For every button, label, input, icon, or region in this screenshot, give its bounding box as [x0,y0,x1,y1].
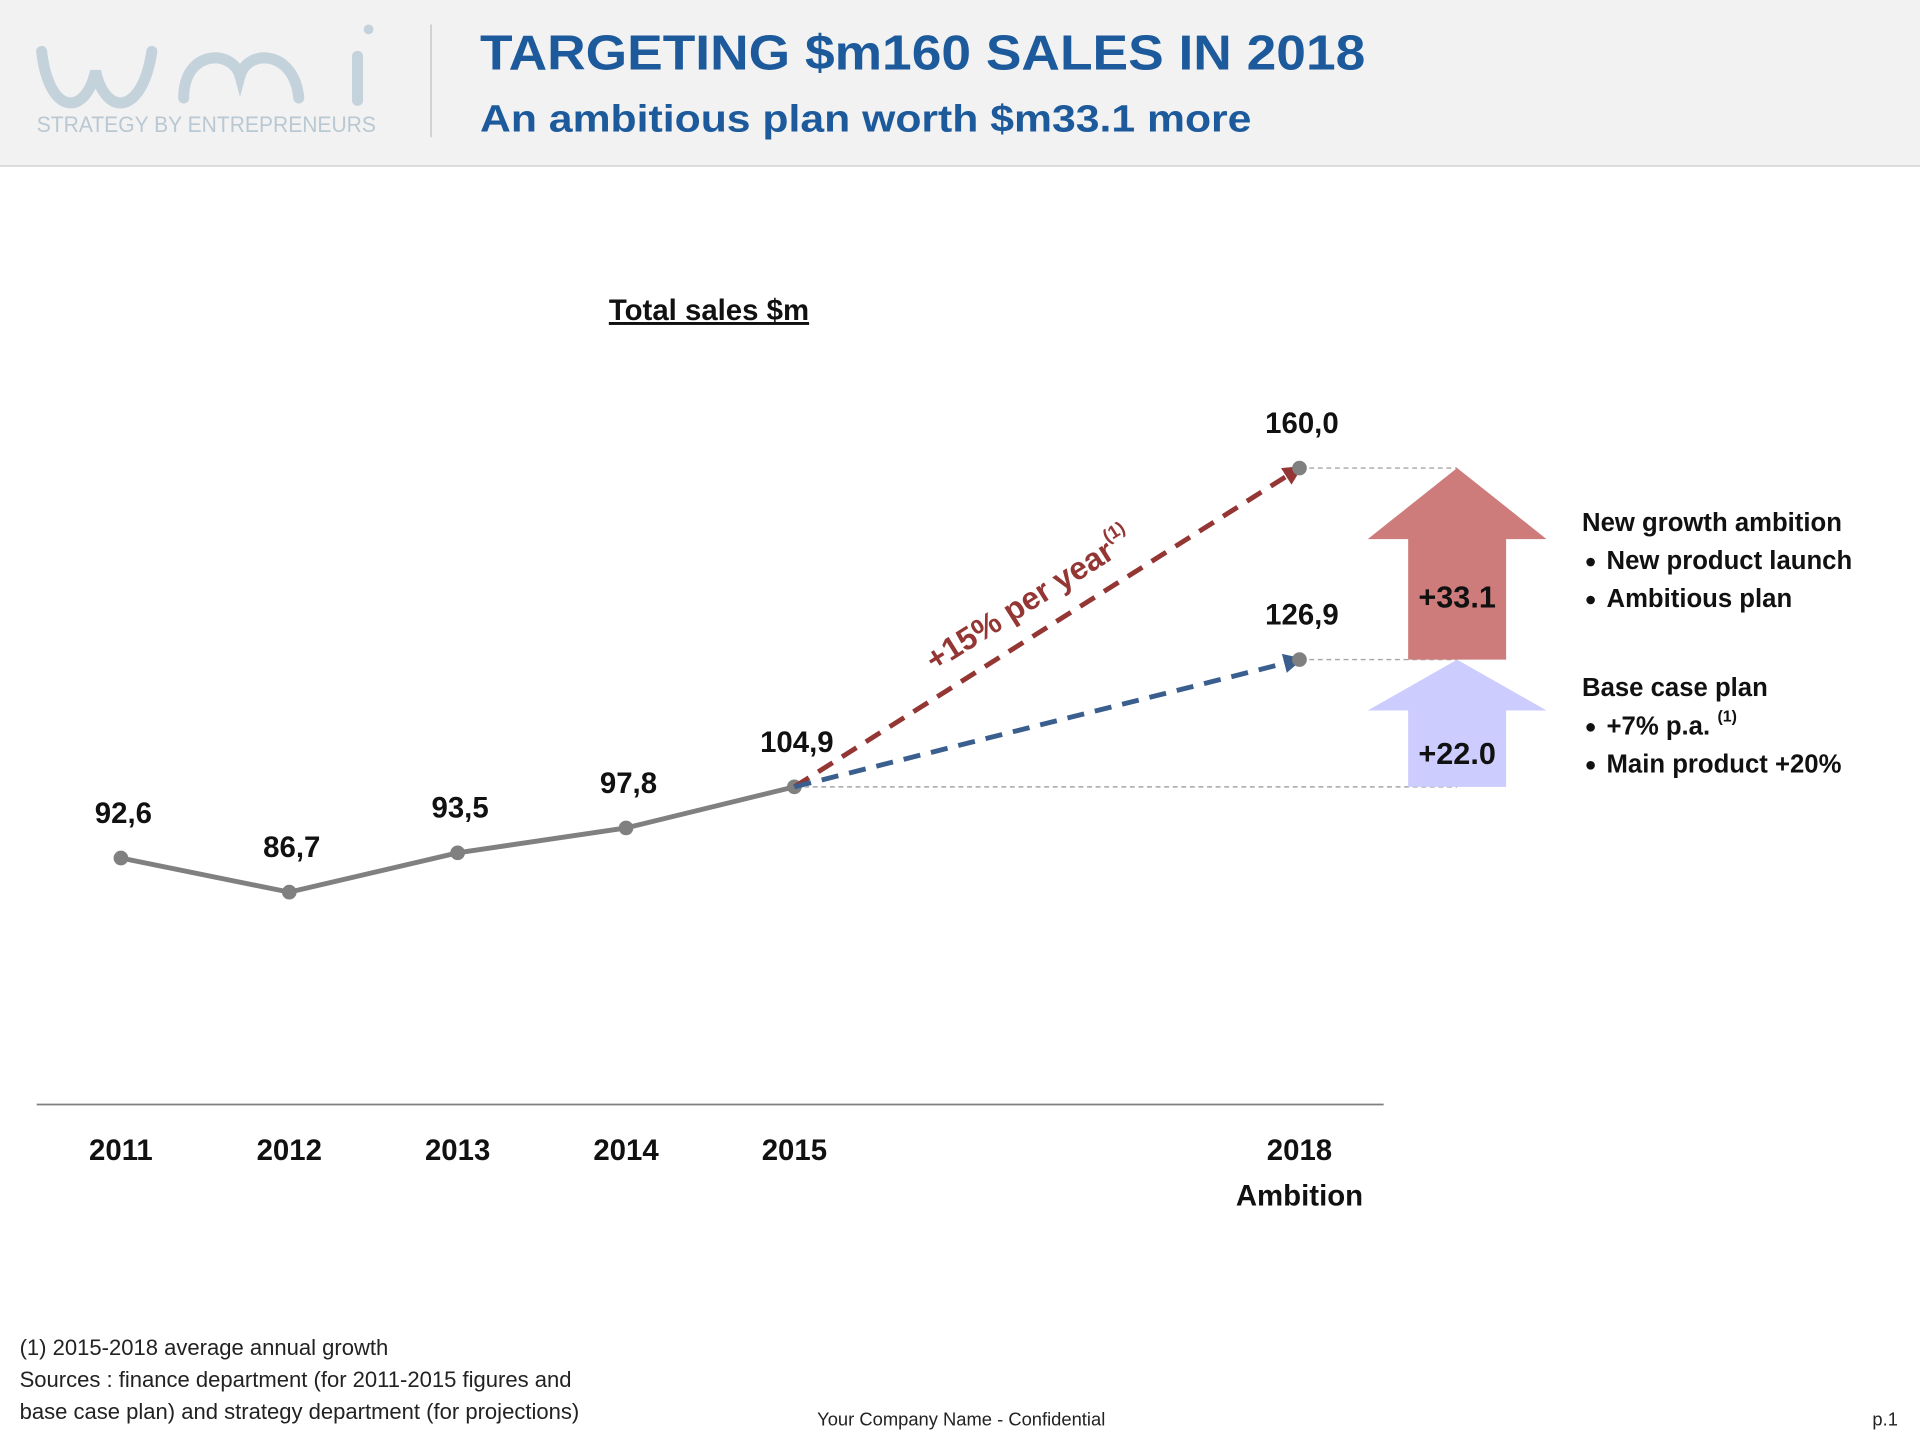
value-label: 160,0 [1265,407,1339,440]
data-point [281,884,297,900]
growth-text: +15% per year [919,533,1120,678]
x-tick-label: 2012 [257,1134,322,1167]
logo [36,24,374,109]
projection-line [793,465,1303,789]
growth-annotation: +15% per year(1) [917,517,1140,678]
bullet-text: New product launch [1607,547,1853,575]
logo-tagline: STRATEGY BY ENTREPRENEURS [37,112,376,137]
step-label: +33.1 [1418,580,1495,614]
footnote: Sources : finance department (for 2011-2… [20,1367,572,1392]
x-tick-label: 2018 Ambition [1236,1134,1363,1212]
value-label: 86,7 [263,831,320,864]
value-label: 92,6 [95,797,152,830]
step-label: +22.0 [1418,737,1495,771]
bullet-dot [1586,723,1595,732]
data-point [1292,652,1307,667]
footnote: base case plan) and strategy department … [20,1399,580,1424]
note-bullet: Main product +20% [1607,750,1842,778]
note-bullet: +7% p.a. (1) [1607,709,1737,740]
footer: Your Company Name - Confidential [817,1408,1105,1429]
bullet-text: Ambitious plan [1607,585,1793,613]
note-bullet: Ambitious plan [1607,585,1793,613]
x-tick-label: 2015 [762,1134,827,1167]
chart-title: Total sales $m [609,294,809,327]
data-point [113,850,129,866]
data-point [618,820,634,836]
x-tick-label: 2014 [593,1134,659,1167]
value-label: 104,9 [760,726,834,759]
value-label: 97,8 [600,767,657,800]
footnote: (1) 2015-2018 average annual growth [20,1335,389,1360]
bullet-dot [1586,557,1595,567]
title: TARGETING $m160 SALES IN 2018 [480,26,1365,80]
data-point [1292,460,1307,476]
growth-label: +15% per year(1) [917,517,1140,678]
subtitle: An ambitious plan worth $m33.1 more [480,98,1251,140]
x-tick-label: 2011 [89,1134,153,1167]
note-title: Base case plan [1582,674,1768,702]
bullet-text: Main product +20% [1607,750,1842,778]
value-label: 93,5 [432,792,489,825]
bullet-dot [1586,595,1595,605]
data-point [450,845,465,861]
bullet-dot [1586,761,1595,770]
bullet-superscript: (1) [1717,709,1736,726]
projection-line [793,653,1304,790]
note-title: New growth ambition [1582,509,1842,537]
step-arrow [1367,659,1547,787]
value-label: 126,9 [1265,598,1339,631]
step-arrow [1367,468,1547,660]
bullet-text: +7% p.a. [1607,712,1711,740]
note-bullet: New product launch [1607,547,1853,575]
page-number: p.1 [1872,1408,1898,1429]
x-tick-label: 2013 [425,1134,490,1167]
header-band [0,0,1920,166]
